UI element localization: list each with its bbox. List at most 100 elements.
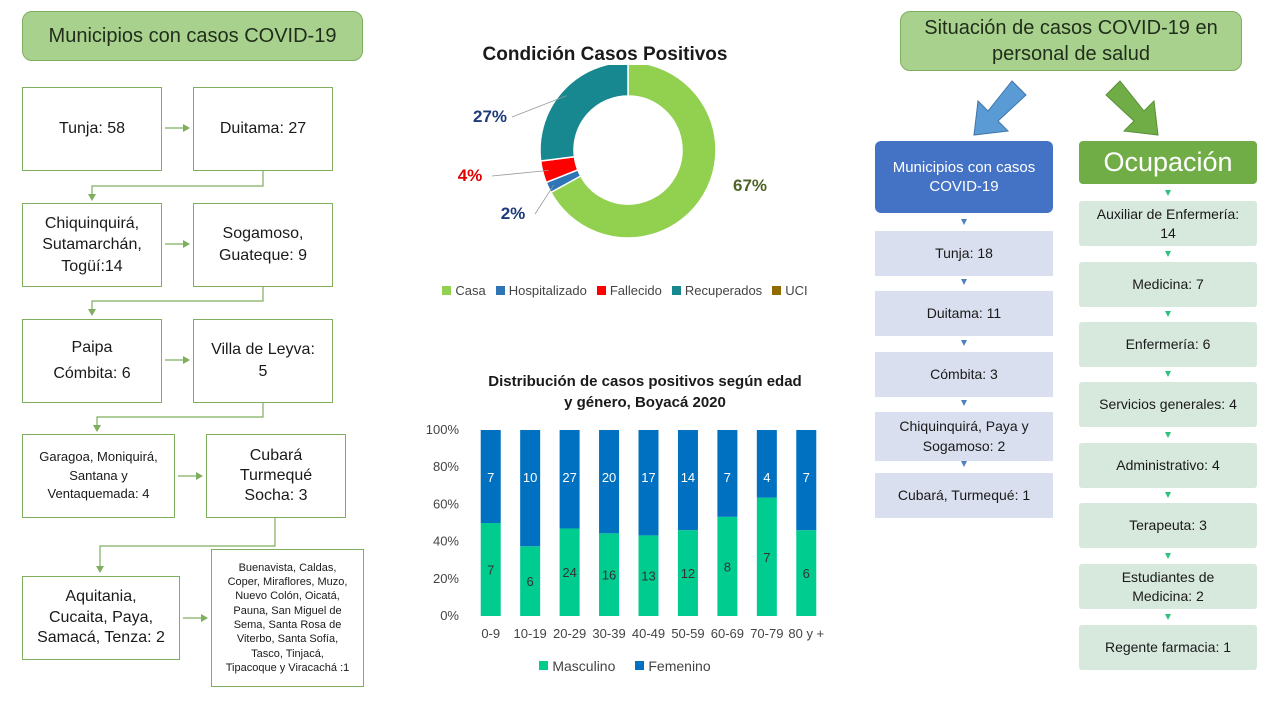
bar-legend-label: Masculino (552, 657, 616, 674)
donut-label-fallecido: 4% (458, 166, 483, 185)
bar-xtick: 80 y + (788, 626, 824, 641)
green-connector-arrow-icon (1165, 492, 1171, 498)
donut-legend-swatch (442, 286, 452, 295)
green-connector-arrow-icon (1165, 251, 1171, 257)
ocupacion-item: Servicios generales: 4 (1079, 382, 1257, 427)
municipio-box-buenavista: Buenavista, Caldas, Coper, Miraflores, M… (211, 549, 364, 687)
bar-label-masculino: 13 (641, 569, 655, 584)
ocupacion-head: Ocupación (1079, 141, 1257, 184)
bar-femenino-10-19 (520, 430, 541, 547)
donut-legend-swatch (495, 286, 505, 295)
bar-masculino-20-29 (559, 528, 580, 616)
ocupacion-item: Enfermería: 6 (1079, 322, 1257, 367)
bar-label-masculino: 12 (681, 566, 695, 581)
blue-connector-arrow-icon (961, 219, 967, 225)
green-connector-arrow-icon (1165, 311, 1171, 317)
bar-masculino-70-79 (756, 497, 777, 616)
right-arrows (973, 80, 1159, 136)
bar-label-femenino: 14 (681, 470, 695, 485)
bar-label-masculino: 7 (763, 550, 770, 565)
bar-masculino-50-59 (677, 530, 698, 616)
donut-label-casa: 67% (733, 176, 767, 195)
blue-connector-arrow-icon (961, 279, 967, 285)
left-title: Municipios con casos COVID-19 (22, 11, 363, 61)
donut-legend-uci: UCI (772, 283, 808, 298)
bar-femenino-0-9 (480, 430, 501, 523)
donut-legend-swatch (772, 286, 782, 295)
ocupacion-item: Auxiliar de Enfermería: 14 (1079, 201, 1257, 246)
personal-municipio-item: Tunja: 18 (875, 231, 1053, 276)
ocupacion-item: Regente farmacia: 1 (1079, 625, 1257, 670)
green-connector-arrow-icon (1165, 432, 1171, 438)
municipio-box-villa-de-leyva: Villa de Leyva: 5 (193, 319, 333, 403)
bar-ytick: 60% (433, 496, 459, 511)
bar-legend-swatch (635, 661, 645, 670)
green-connector-arrow-icon (1165, 371, 1171, 377)
bar-femenino-40-49 (638, 430, 659, 536)
bar-chart: 0% 20% 40% 60% 80% 100% 7 7 0-9 6 10 10-19 24 27 20-29… (426, 422, 824, 641)
green-down-arrow-icon (1105, 80, 1159, 136)
ocupacion-item: Administrativo: 4 (1079, 443, 1257, 488)
donut-slice-casa (549, 65, 717, 239)
bar-masculino-10-19 (520, 546, 541, 616)
bar-ytick: 100% (426, 422, 460, 437)
bar-femenino-70-79 (756, 430, 777, 498)
donut-slice-recuperados (539, 65, 629, 162)
bar-label-femenino: 4 (763, 470, 770, 485)
bar-xtick: 40-49 (632, 626, 665, 641)
bar-label-masculino: 8 (724, 559, 731, 574)
donut-legend-casa: Casa (442, 283, 486, 298)
bar-legend-swatch (539, 661, 549, 670)
bar-legend-femenino: Femenino (635, 657, 711, 674)
ocupacion-item: Terapeuta: 3 (1079, 503, 1257, 548)
donut-label-recuperados: 27% (473, 107, 507, 126)
municipio-box-paipa: Paipa Cómbita: 6 (22, 319, 162, 403)
bar-label-masculino: 16 (602, 568, 616, 583)
personal-municipio-item: Cómbita: 3 (875, 352, 1053, 397)
donut-legend-label: Recuperados (684, 283, 763, 298)
bar-label-masculino: 6 (803, 566, 810, 581)
bar-xtick: 70-79 (750, 626, 783, 641)
bar-ytick: 40% (433, 534, 459, 549)
municipio-box-sogamoso: Sogamoso, Guateque: 9 (193, 203, 333, 287)
blue-down-arrow-icon (973, 80, 1027, 136)
bar-femenino-30-39 (599, 430, 620, 534)
municipio-box-cubara: Cubará Turmequé Socha: 3 (206, 434, 346, 518)
bar-label-femenino: 7 (724, 470, 731, 485)
bar-xtick: 10-19 (514, 626, 547, 641)
bar-label-femenino: 27 (562, 470, 576, 485)
bar-xtick: 20-29 (553, 626, 586, 641)
personal-municipio-item: Chiquinquirá, Paya y Sogamoso: 2 (875, 412, 1053, 461)
donut-label-hospitalizado: 2% (501, 204, 526, 223)
bar-label-masculino: 6 (527, 574, 534, 589)
bar-label-femenino: 17 (641, 470, 655, 485)
bar-label-femenino: 20 (602, 470, 616, 485)
municipio-box-duitama: Duitama: 27 (193, 87, 333, 171)
personal-municipio-item: Duitama: 11 (875, 291, 1053, 336)
donut-legend: Casa Hospitalizado Fallecido Recuperados UCI (420, 283, 830, 298)
donut-legend-fallecido: Fallecido (596, 283, 662, 298)
ocupacion-item: Estudiantes de Medicina: 2 (1079, 564, 1257, 609)
donut-legend-label: Fallecido (609, 283, 662, 298)
bar-legend-masculino: Masculino (539, 658, 615, 674)
bar-label-femenino: 10 (523, 470, 537, 485)
donut-chart: 67% 2% 4% 27% (458, 65, 767, 239)
green-connector-arrow-icon (1165, 190, 1171, 196)
municipio-box-garagoa: Garagoa, Moniquirá, Santana y Ventaquema… (22, 434, 175, 518)
bar-label-masculino: 24 (562, 565, 576, 580)
bar-title-line1: Distribución de casos positivos según ed… (488, 373, 802, 390)
bar-legend-label: Femenino (648, 657, 711, 674)
bar-masculino-60-69 (717, 516, 738, 616)
bar-femenino-50-59 (677, 430, 698, 531)
bar-femenino-80 y + (796, 430, 817, 531)
bar-label-masculino: 7 (487, 563, 494, 578)
bar-masculino-30-39 (599, 533, 620, 616)
bar-xtick: 0-9 (481, 626, 500, 641)
bar-xtick: 50-59 (671, 626, 704, 641)
donut-legend-recuperados: Recuperados (671, 283, 763, 298)
bar-masculino-80 y + (796, 530, 817, 616)
municipio-box-tunja: Tunja: 58 (22, 87, 162, 171)
green-connector-arrow-icon (1165, 614, 1171, 620)
blue-connector-arrow-icon (961, 400, 967, 406)
bar-title-line2: y género, Boyacá 2020 (564, 394, 726, 411)
